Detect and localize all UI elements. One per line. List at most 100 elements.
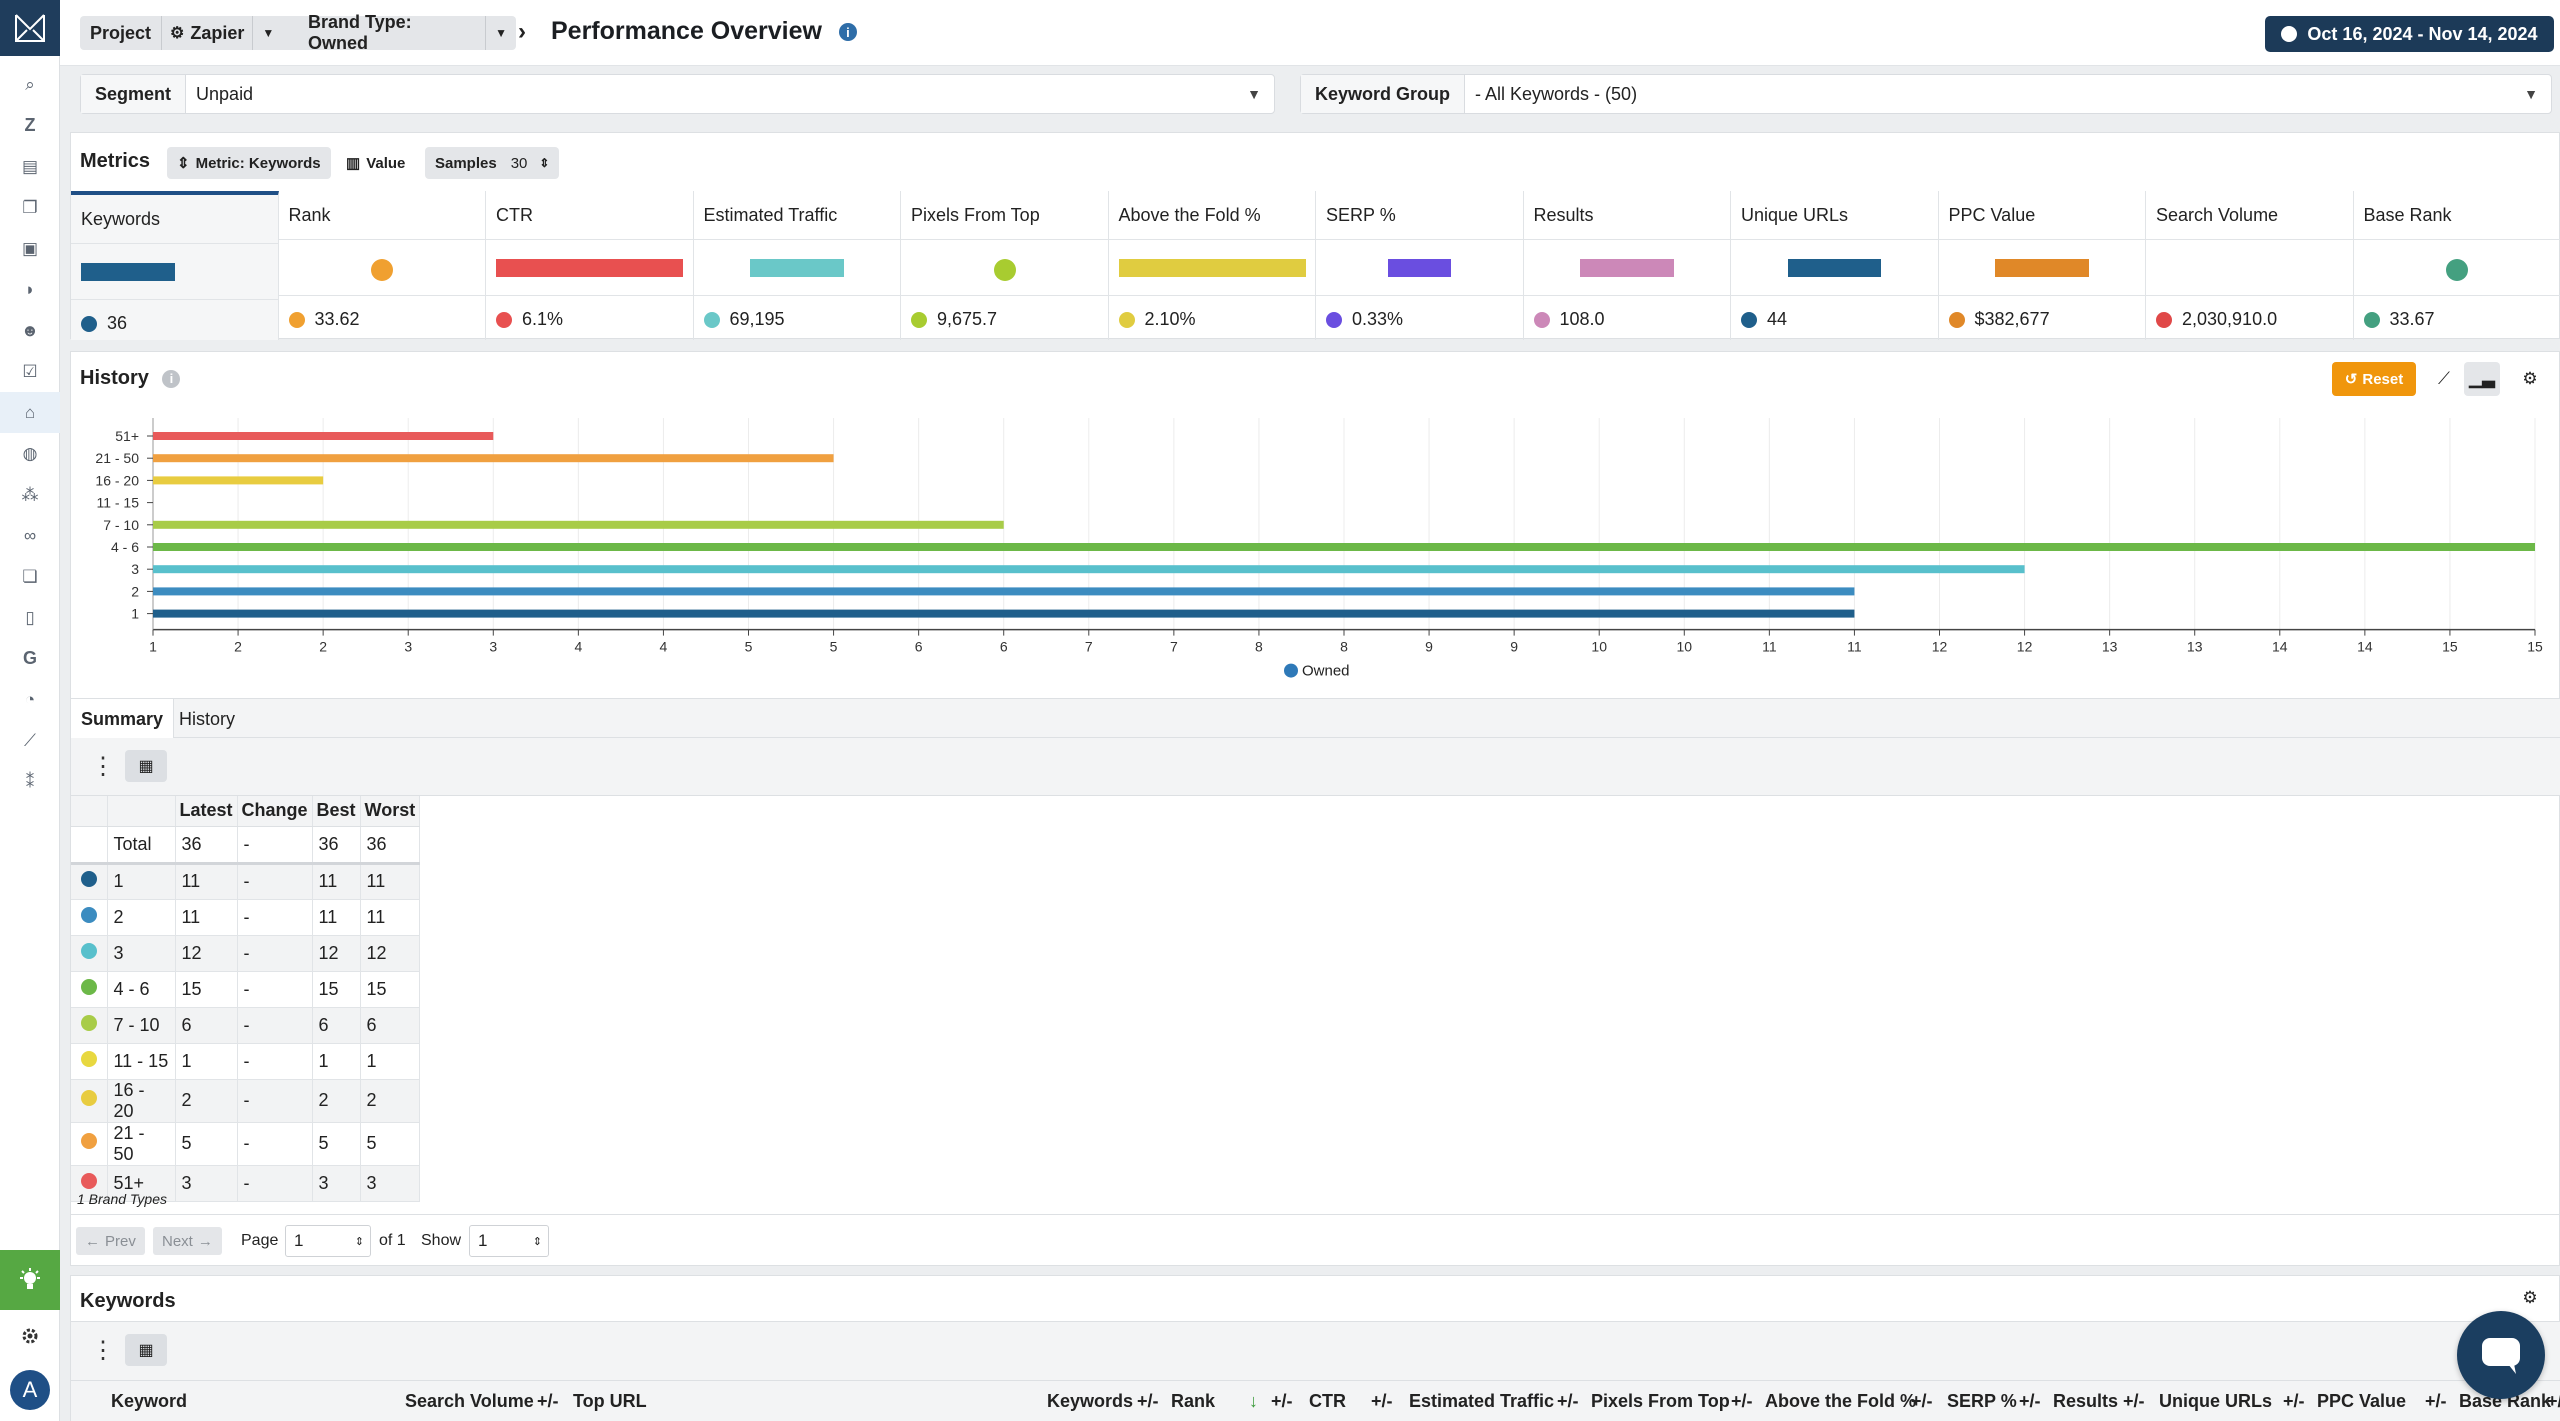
next-button[interactable]: Next → [153,1227,222,1255]
brand-type-selector[interactable]: Brand Type: Owned ▼ [298,12,516,53]
user-avatar[interactable]: A [10,1370,50,1410]
col-keywords[interactable]: Keywords [1047,1391,1134,1411]
more-options-icon[interactable]: ⋮ [91,1337,115,1364]
date-range-button[interactable]: Oct 16, 2024 - Nov 14, 2024 [2265,16,2554,52]
col-base-rank[interactable]: Base Rank [2459,1391,2552,1411]
briefcase-icon[interactable]: ▣ [21,238,39,258]
info-icon[interactable]: i [838,23,857,42]
metric-column-base-rank[interactable]: Base Rank 33.67 [2353,191,2560,340]
home-icon[interactable]: ⌂ [0,392,60,433]
metric-column-estimated-traffic[interactable]: Estimated Traffic 69,195 [693,191,901,340]
columns-icon[interactable]: ▦ [125,1334,167,1366]
col-unique-urls[interactable]: Unique URLs [2159,1391,2273,1411]
metric-keywords-button[interactable]: ⇕ Metric: Keywords [167,147,331,179]
palette-icon[interactable]: ◍ [22,443,38,463]
keyword-group-select[interactable]: Keyword Group - All Keywords - (50) ▼ [1300,74,2552,114]
google-icon[interactable]: G [22,648,37,668]
metric-column-ctr[interactable]: CTR 6.1% [486,191,694,340]
col-change[interactable]: +/- [1557,1391,1579,1411]
segment-select[interactable]: Segment Unpaid ▼ [80,74,1275,114]
bar[interactable] [153,565,2025,574]
columns-icon[interactable]: ▦ [125,750,167,782]
samples-stepper[interactable]: Samples 30 ⇕ [425,147,560,179]
share-icon[interactable]: ⁑ [25,771,35,791]
copy-icon[interactable]: ❐ [22,197,38,217]
bar[interactable] [153,454,834,463]
chart-icon[interactable]: ⟋ [24,730,36,750]
pages-icon[interactable]: ❏ [22,566,38,586]
bar[interactable] [153,609,1855,618]
metric-column-unique-urls[interactable]: Unique URLs 44 [1731,191,1939,340]
bar[interactable] [153,543,2535,551]
col-ppc-value[interactable]: PPC Value [2317,1391,2407,1411]
bar[interactable] [153,432,494,440]
metric-column-rank[interactable]: Rank 33.62 [278,191,486,340]
pie-icon[interactable]: ◔ [24,689,36,709]
col-change[interactable]: +/- [2123,1391,2145,1411]
bar[interactable] [153,520,1004,529]
settings-gear-icon[interactable] [0,1316,60,1356]
col-estimated-traffic[interactable]: Estimated Traffic [1409,1391,1555,1411]
bar[interactable] [153,587,1855,596]
col-keyword[interactable]: Keyword [111,1391,188,1411]
sort-down-icon[interactable]: ↓ [1249,1391,1258,1411]
col-search-volume[interactable]: Search Volume [405,1391,534,1411]
project-selector[interactable]: Project ⚙ Zapier ▼ [80,16,330,50]
col-best[interactable]: Best [312,796,361,827]
col-change[interactable]: +/- [537,1391,559,1411]
info-icon[interactable]: i [162,369,181,388]
link-icon[interactable]: ∞ [23,525,37,545]
app-logo[interactable] [0,0,60,56]
metric-column-keywords[interactable]: Keywords 36 [71,191,279,340]
calendar-icon[interactable]: ▤ [21,156,39,176]
col-change[interactable]: +/- [1137,1391,1159,1411]
col-change[interactable]: +/- [2547,1391,2560,1411]
settings-gear-icon[interactable]: ⚙ [2522,369,2538,388]
col-change[interactable]: +/- [2283,1391,2305,1411]
value-button[interactable]: ▥ Value [346,154,406,173]
metric-column-search-volume[interactable]: Search Volume 2,030,910.0 [2146,191,2354,340]
project-value[interactable]: ⚙ Zapier [162,23,252,44]
col-change[interactable]: +/- [1731,1391,1753,1411]
rss-icon[interactable]: ◗ [24,279,36,299]
col-serp-[interactable]: SERP % [1947,1391,2017,1411]
col-change[interactable]: +/- [1271,1391,1293,1411]
col-worst[interactable]: Worst [360,796,421,827]
bar-chart-toggle-icon[interactable]: ▁▃ [2464,362,2500,396]
bar[interactable] [153,476,324,485]
col-change[interactable]: Change [237,796,313,827]
settings-gear-icon[interactable]: ⚙ [2522,1288,2538,1307]
col-change[interactable]: +/- [1371,1391,1393,1411]
col-change[interactable]: +/- [2425,1391,2447,1411]
col-top-url[interactable]: Top URL [573,1391,647,1411]
show-input[interactable]: 1 ⇕ [469,1225,549,1257]
more-options-icon[interactable]: ⋮ [91,753,115,780]
tab-summary[interactable]: Summary [71,699,175,739]
col-latest[interactable]: Latest [175,796,238,827]
prev-button[interactable]: ← Prev [76,1227,145,1255]
reset-button[interactable]: ↺ Reset [2332,362,2416,396]
col-ctr[interactable]: CTR [1309,1391,1346,1411]
page-input[interactable]: 1 ⇕ [285,1225,371,1257]
col-change[interactable]: +/- [2019,1391,2041,1411]
z-icon[interactable]: Z [24,115,36,135]
search-icon[interactable]: ⌕ [25,74,35,94]
line-chart-toggle-icon[interactable]: ⟋ [2438,369,2450,388]
col-above-the-fold-[interactable]: Above the Fold % [1765,1391,1917,1411]
chevron-down-icon[interactable]: ▼ [495,26,507,40]
chat-support-button[interactable] [2457,1311,2545,1399]
metric-column-ppc-value[interactable]: PPC Value $382,677 [1938,191,2146,340]
clipboard-icon[interactable]: ☑ [22,361,38,381]
col-results[interactable]: Results [2053,1391,2119,1411]
metric-column-serp-[interactable]: SERP % 0.33% [1316,191,1524,340]
document-icon[interactable]: ▯ [25,607,35,627]
metric-column-results[interactable]: Results 108.0 [1523,191,1731,340]
users-icon[interactable]: ☻ [21,320,39,340]
col-change[interactable]: +/- [1911,1391,1933,1411]
col-rank[interactable]: Rank [1171,1391,1216,1411]
ideas-button[interactable] [0,1250,60,1310]
legend-label[interactable]: Owned [1302,663,1350,680]
tab-history[interactable]: History [179,708,236,729]
nodes-icon[interactable]: ⁂ [21,484,39,504]
chevron-down-icon[interactable]: ▼ [262,26,275,40]
